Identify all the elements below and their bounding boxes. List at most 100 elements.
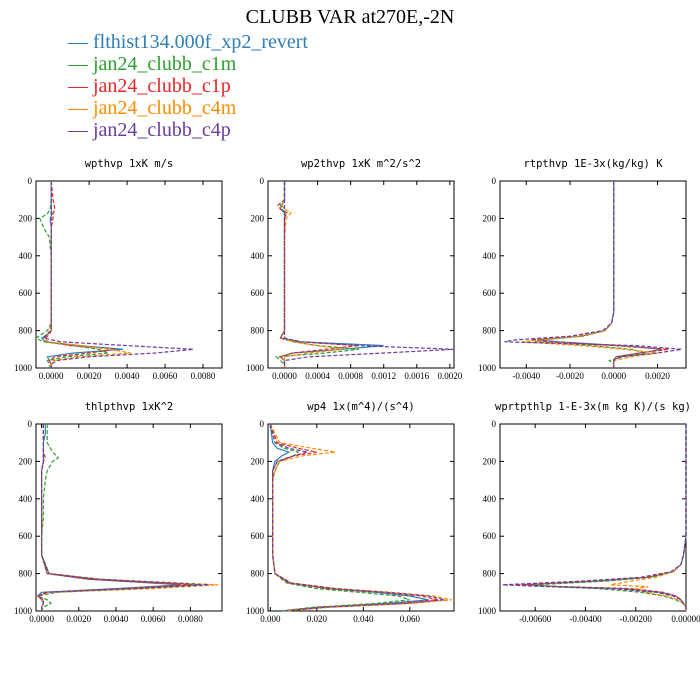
series-line-1 xyxy=(40,181,124,368)
series-line-4 xyxy=(36,424,219,611)
series-line-2 xyxy=(35,424,200,612)
x-tick-label: 0.0060 xyxy=(153,371,178,381)
x-tick-label: 0.0000 xyxy=(39,371,64,381)
x-tick-label: 0.020 xyxy=(307,614,328,624)
series-line-5 xyxy=(502,424,687,611)
legend-swatch: — xyxy=(68,53,93,75)
plot-frame xyxy=(499,180,687,369)
x-tick-label: -0.00600 xyxy=(519,614,552,624)
x-tick-label: 0.0020 xyxy=(437,371,462,381)
x-tick-label: -0.00400 xyxy=(569,614,602,624)
y-tick-label: 800 xyxy=(483,326,497,336)
y-tick-label: 0 xyxy=(260,176,265,186)
series-line-5 xyxy=(36,424,210,611)
legend-swatch: — xyxy=(68,119,93,141)
x-tick-label: 0.0040 xyxy=(104,614,129,624)
x-tick-label: 0.0080 xyxy=(191,371,216,381)
legend-label: flthist134.000f_xp2_revert xyxy=(93,31,308,53)
plot-frame xyxy=(499,423,687,612)
y-tick-label: 800 xyxy=(251,569,265,579)
y-tick-label: 0 xyxy=(260,419,265,429)
panel-title: rtpthvp 1E-3x(kg/kg) K xyxy=(523,158,663,170)
legend-swatch: — xyxy=(68,31,93,53)
y-tick-label: 600 xyxy=(251,288,265,298)
y-tick-label: 400 xyxy=(483,494,497,504)
series-line-4 xyxy=(281,181,343,368)
y-tick-label: 400 xyxy=(19,251,33,261)
series-line-4 xyxy=(269,423,452,612)
legend-item: — jan24_clubb_c4m xyxy=(68,97,308,119)
legend-label: jan24_clubb_c4p xyxy=(93,119,231,141)
x-tick-label: 0.000 xyxy=(260,614,281,624)
legend-label: jan24_clubb_c4m xyxy=(93,97,237,119)
x-tick-label: 0.0000 xyxy=(601,371,626,381)
y-tick-label: 1000 xyxy=(478,363,497,373)
legend: — flthist134.000f_xp2_revert — jan24_clu… xyxy=(68,31,308,141)
panel-title: wprtpthlp 1-E-3x(m kg K)/(s kg) xyxy=(495,401,691,413)
x-tick-label: -0.0040 xyxy=(512,371,540,381)
plot-frame xyxy=(267,180,455,369)
x-tick-label: 0.0020 xyxy=(645,371,670,381)
series-line-5 xyxy=(269,423,445,612)
x-tick-label: -0.00200 xyxy=(620,614,653,624)
x-tick-label: 0.0012 xyxy=(371,371,396,381)
y-tick-label: 600 xyxy=(483,288,497,298)
x-tick-label: 0.0000 xyxy=(272,371,297,381)
y-tick-label: 0 xyxy=(28,419,33,429)
y-tick-label: 200 xyxy=(251,456,265,466)
series-line-4 xyxy=(610,424,687,611)
x-tick-label: 0.040 xyxy=(353,614,374,624)
legend-label: jan24_clubb_c1m xyxy=(93,53,237,75)
plot-frame xyxy=(35,423,223,612)
legend-item: — flthist134.000f_xp2_revert xyxy=(68,31,308,53)
series-line-2 xyxy=(34,181,109,369)
legend-swatch: — xyxy=(68,75,93,97)
y-tick-label: 1000 xyxy=(14,363,33,373)
legend-item: — jan24_clubb_c1p xyxy=(68,75,308,97)
y-tick-label: 200 xyxy=(483,456,497,466)
y-tick-label: 800 xyxy=(19,326,33,336)
legend-item: — jan24_clubb_c4p xyxy=(68,119,308,141)
y-tick-label: 600 xyxy=(251,531,265,541)
y-tick-label: 600 xyxy=(19,288,33,298)
x-tick-label: 0.0020 xyxy=(66,614,91,624)
y-tick-label: 200 xyxy=(483,213,497,223)
x-tick-label: 0.00000 xyxy=(671,614,700,624)
x-tick-label: 0.0020 xyxy=(77,371,102,381)
legend-swatch: — xyxy=(68,97,93,119)
y-tick-label: 200 xyxy=(251,213,265,223)
panel-title: wp2thvp 1xK m^2/s^2 xyxy=(301,158,421,170)
y-tick-label: 1000 xyxy=(246,363,265,373)
legend-item: — jan24_clubb_c1m xyxy=(68,53,308,75)
series-line-5 xyxy=(283,181,455,368)
y-tick-label: 0 xyxy=(28,176,33,186)
x-tick-label: 0.0016 xyxy=(404,371,429,381)
series-line-4 xyxy=(42,181,132,368)
series-line-1 xyxy=(279,181,384,368)
plot-frame xyxy=(35,180,223,369)
x-tick-label: 0.0080 xyxy=(178,614,203,624)
y-tick-label: 1000 xyxy=(246,606,265,616)
series-line-5 xyxy=(42,181,194,368)
legend-label: jan24_clubb_c1p xyxy=(93,75,231,97)
y-tick-label: 0 xyxy=(492,176,497,186)
y-tick-label: 0 xyxy=(492,419,497,429)
x-tick-label: -0.0020 xyxy=(556,371,584,381)
panel-title: wpthvp 1xK m/s xyxy=(85,158,174,170)
series-line-1 xyxy=(537,181,662,368)
series-line-3 xyxy=(277,181,359,368)
series-line-3 xyxy=(530,181,669,368)
panel-title: wp4 1x(m^4)/(s^4) xyxy=(307,401,414,413)
plot-frame xyxy=(267,423,455,612)
y-tick-label: 200 xyxy=(19,213,33,223)
y-tick-label: 800 xyxy=(19,569,33,579)
y-tick-label: 800 xyxy=(483,569,497,579)
x-tick-label: 0.0040 xyxy=(115,371,140,381)
y-tick-label: 400 xyxy=(251,494,265,504)
x-tick-label: 0.0060 xyxy=(141,614,166,624)
y-tick-label: 200 xyxy=(19,456,33,466)
y-tick-label: 400 xyxy=(251,251,265,261)
x-tick-label: 0.0000 xyxy=(29,614,54,624)
series-line-2 xyxy=(534,181,647,368)
